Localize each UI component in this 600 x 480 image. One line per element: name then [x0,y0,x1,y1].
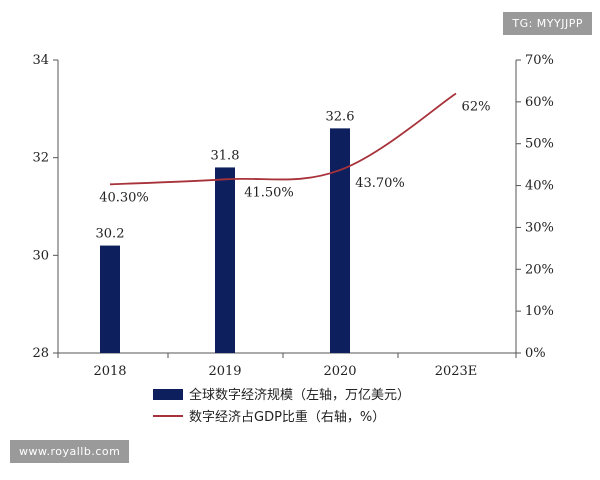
line-value-label: 40.30% [99,190,149,205]
x-tick-label: 2023E [435,364,478,379]
line-value-label: 62% [462,99,491,114]
legend-bar-swatch [153,389,183,400]
y-right-tick-label: 50% [525,137,554,152]
bar-value-label: 32.6 [326,109,355,124]
watermark-top: TG: MYYJJPP [503,12,592,35]
y-right-tick-label: 10% [525,304,554,319]
line-value-label: 43.70% [355,176,405,191]
y-right-tick-label: 40% [525,179,554,194]
y-left-tick-label: 30 [32,248,49,263]
legend-bar-label: 全球数字经济规模（左轴，万亿美元） [189,387,410,403]
y-left-tick-label: 28 [32,346,49,361]
y-right-tick-label: 70% [525,53,554,68]
y-right-tick-label: 30% [525,220,554,235]
y-left-tick-label: 32 [32,151,49,166]
axes-group: 28 30 32 34 0% 10% 20% 30% 40% 50% 60% 70% 2018 2019 2… [32,53,553,379]
legend: 全球数字经济规模（左轴，万亿美元） 数字经济占GDP比重（右轴，%） [153,387,410,425]
x-tick-label: 2018 [93,364,126,379]
data-labels-group: 30.2 31.8 32.6 40.30% 41.50% 43.70% 62% [96,99,491,241]
bar-value-label: 31.8 [211,148,240,163]
bar [330,128,350,353]
bars-group [100,128,350,353]
y-right-tick-label: 60% [525,95,554,110]
y-left-tick-label: 34 [32,53,49,68]
x-tick-label: 2019 [208,364,241,379]
line-group [109,92,457,186]
bar [100,245,120,353]
bar-value-label: 30.2 [96,227,125,242]
line-value-label: 41.50% [244,185,294,200]
y-right-tick-label: 20% [525,262,554,277]
y-right-tick-label: 0% [525,346,546,361]
percent-line [109,92,457,186]
bar [215,167,235,353]
watermark-bottom: www.royallb.com [10,440,130,463]
legend-line-label: 数字经济占GDP比重（右轴，%） [189,409,385,425]
x-tick-label: 2020 [323,364,356,379]
